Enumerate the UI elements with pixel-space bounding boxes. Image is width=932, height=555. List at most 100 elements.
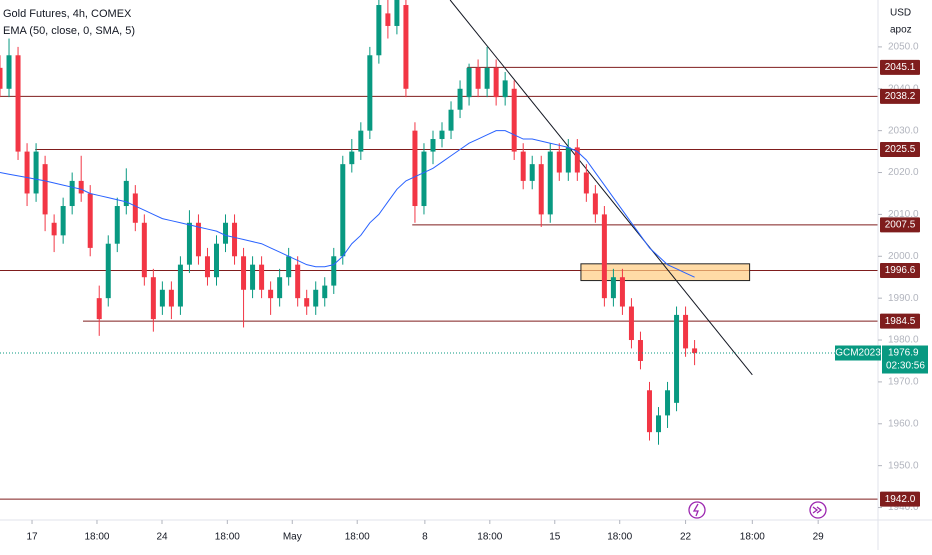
candle-body (448, 109, 454, 131)
level-label-box (880, 491, 920, 507)
candle-body (358, 130, 364, 152)
candle-body (547, 151, 553, 215)
candle-body (683, 314, 689, 349)
candle-body (502, 80, 508, 98)
level-label: 1942.0 (885, 494, 916, 505)
y-tick-label: 2030.0 (888, 125, 919, 136)
price-label: 1976.9 (888, 348, 919, 359)
x-tick-label: 29 (813, 532, 825, 543)
candle-body (114, 206, 120, 244)
candle-body (412, 130, 418, 207)
candle-body (0, 67, 3, 89)
level-label: 2038.2 (885, 91, 916, 102)
candle-body (313, 289, 319, 307)
candle-body (105, 243, 111, 299)
y-tick-label: 1950.0 (888, 460, 919, 471)
candle-body (286, 256, 292, 278)
level-label-box (880, 59, 920, 75)
candle-body (141, 222, 147, 278)
candle-body (674, 314, 680, 403)
candle-body (96, 298, 102, 320)
candle-body (177, 264, 183, 307)
candle-body (213, 243, 219, 278)
candle-body (439, 130, 445, 140)
candle-body (592, 193, 598, 215)
candle-body (457, 88, 463, 110)
candle-body (268, 289, 274, 299)
candle-body (132, 193, 138, 223)
y-tick-label: 2000.0 (888, 251, 919, 262)
level-label-box (880, 217, 920, 233)
level-label-box (880, 88, 920, 104)
candle-body (87, 193, 93, 248)
candle-body (367, 55, 373, 131)
candle-body (123, 180, 129, 207)
candle-body (304, 298, 310, 307)
candle-body (60, 206, 66, 236)
candle-body (195, 222, 201, 257)
x-tick-label: 18:00 (345, 532, 370, 543)
candle-body (619, 277, 625, 307)
candle-body (168, 289, 174, 307)
x-tick-label: 18:00 (740, 532, 765, 543)
level-label-box (880, 313, 920, 329)
currency: USD (890, 8, 911, 19)
candle-body (403, 5, 409, 89)
candle-body (150, 277, 156, 320)
y-tick-label: 1990.0 (888, 293, 919, 304)
symbol-label: GCM2023 (835, 348, 881, 359)
candle-body (466, 67, 472, 98)
level-label-box (880, 141, 920, 157)
candle-body (475, 67, 481, 89)
candle-body (656, 415, 662, 433)
unit: apoz (890, 25, 912, 36)
candle-body (15, 55, 21, 152)
y-tick-label: 1940.0 (888, 502, 919, 513)
x-tick-label: 24 (156, 532, 168, 543)
candle-body (601, 214, 607, 299)
candle-body (340, 164, 346, 257)
candle-body (637, 340, 643, 361)
zone (580, 263, 751, 282)
countdown: 02:30:56 (886, 361, 925, 372)
candle-body (250, 264, 256, 290)
indicator-label: EMA (50, close, 0, SMA, 5) (3, 25, 135, 37)
candle-body (69, 180, 75, 207)
candle-body (511, 88, 517, 152)
x-tick-label: 18:00 (477, 532, 502, 543)
candle-body (277, 277, 283, 299)
arrow-icon[interactable] (809, 501, 827, 519)
trend-line (449, 0, 753, 376)
y-tick-label: 1980.0 (888, 335, 919, 346)
candle-body (574, 147, 580, 173)
candle-body (349, 151, 355, 165)
y-tick-label: 2050.0 (888, 42, 919, 53)
level-label: 1984.5 (885, 316, 916, 327)
candle-body (421, 151, 427, 207)
x-tick-label: 17 (26, 532, 38, 543)
candle-body (493, 67, 499, 98)
candle-body (78, 180, 84, 194)
x-tick-label: 18:00 (84, 532, 109, 543)
candle-body (295, 264, 301, 299)
plot (0, 0, 878, 500)
candle-body (259, 264, 265, 290)
candle-body (583, 172, 589, 194)
y-tick-label: 1970.0 (888, 377, 919, 388)
ema-line (0, 130, 695, 278)
candle-body (241, 256, 247, 290)
bolt-icon[interactable] (688, 501, 706, 519)
level-label-box (880, 263, 920, 279)
candle-body (628, 306, 634, 341)
candle-body (665, 390, 671, 416)
candle-body (186, 222, 192, 265)
level-label: 2045.1 (885, 62, 916, 73)
candle-body (556, 151, 562, 173)
level-label: 2007.5 (885, 220, 916, 231)
level-label: 1996.6 (885, 265, 916, 276)
x-tick-label: 15 (549, 532, 561, 543)
candle-body (232, 222, 238, 257)
candle-body (385, 13, 391, 26)
candle-body (538, 164, 544, 215)
